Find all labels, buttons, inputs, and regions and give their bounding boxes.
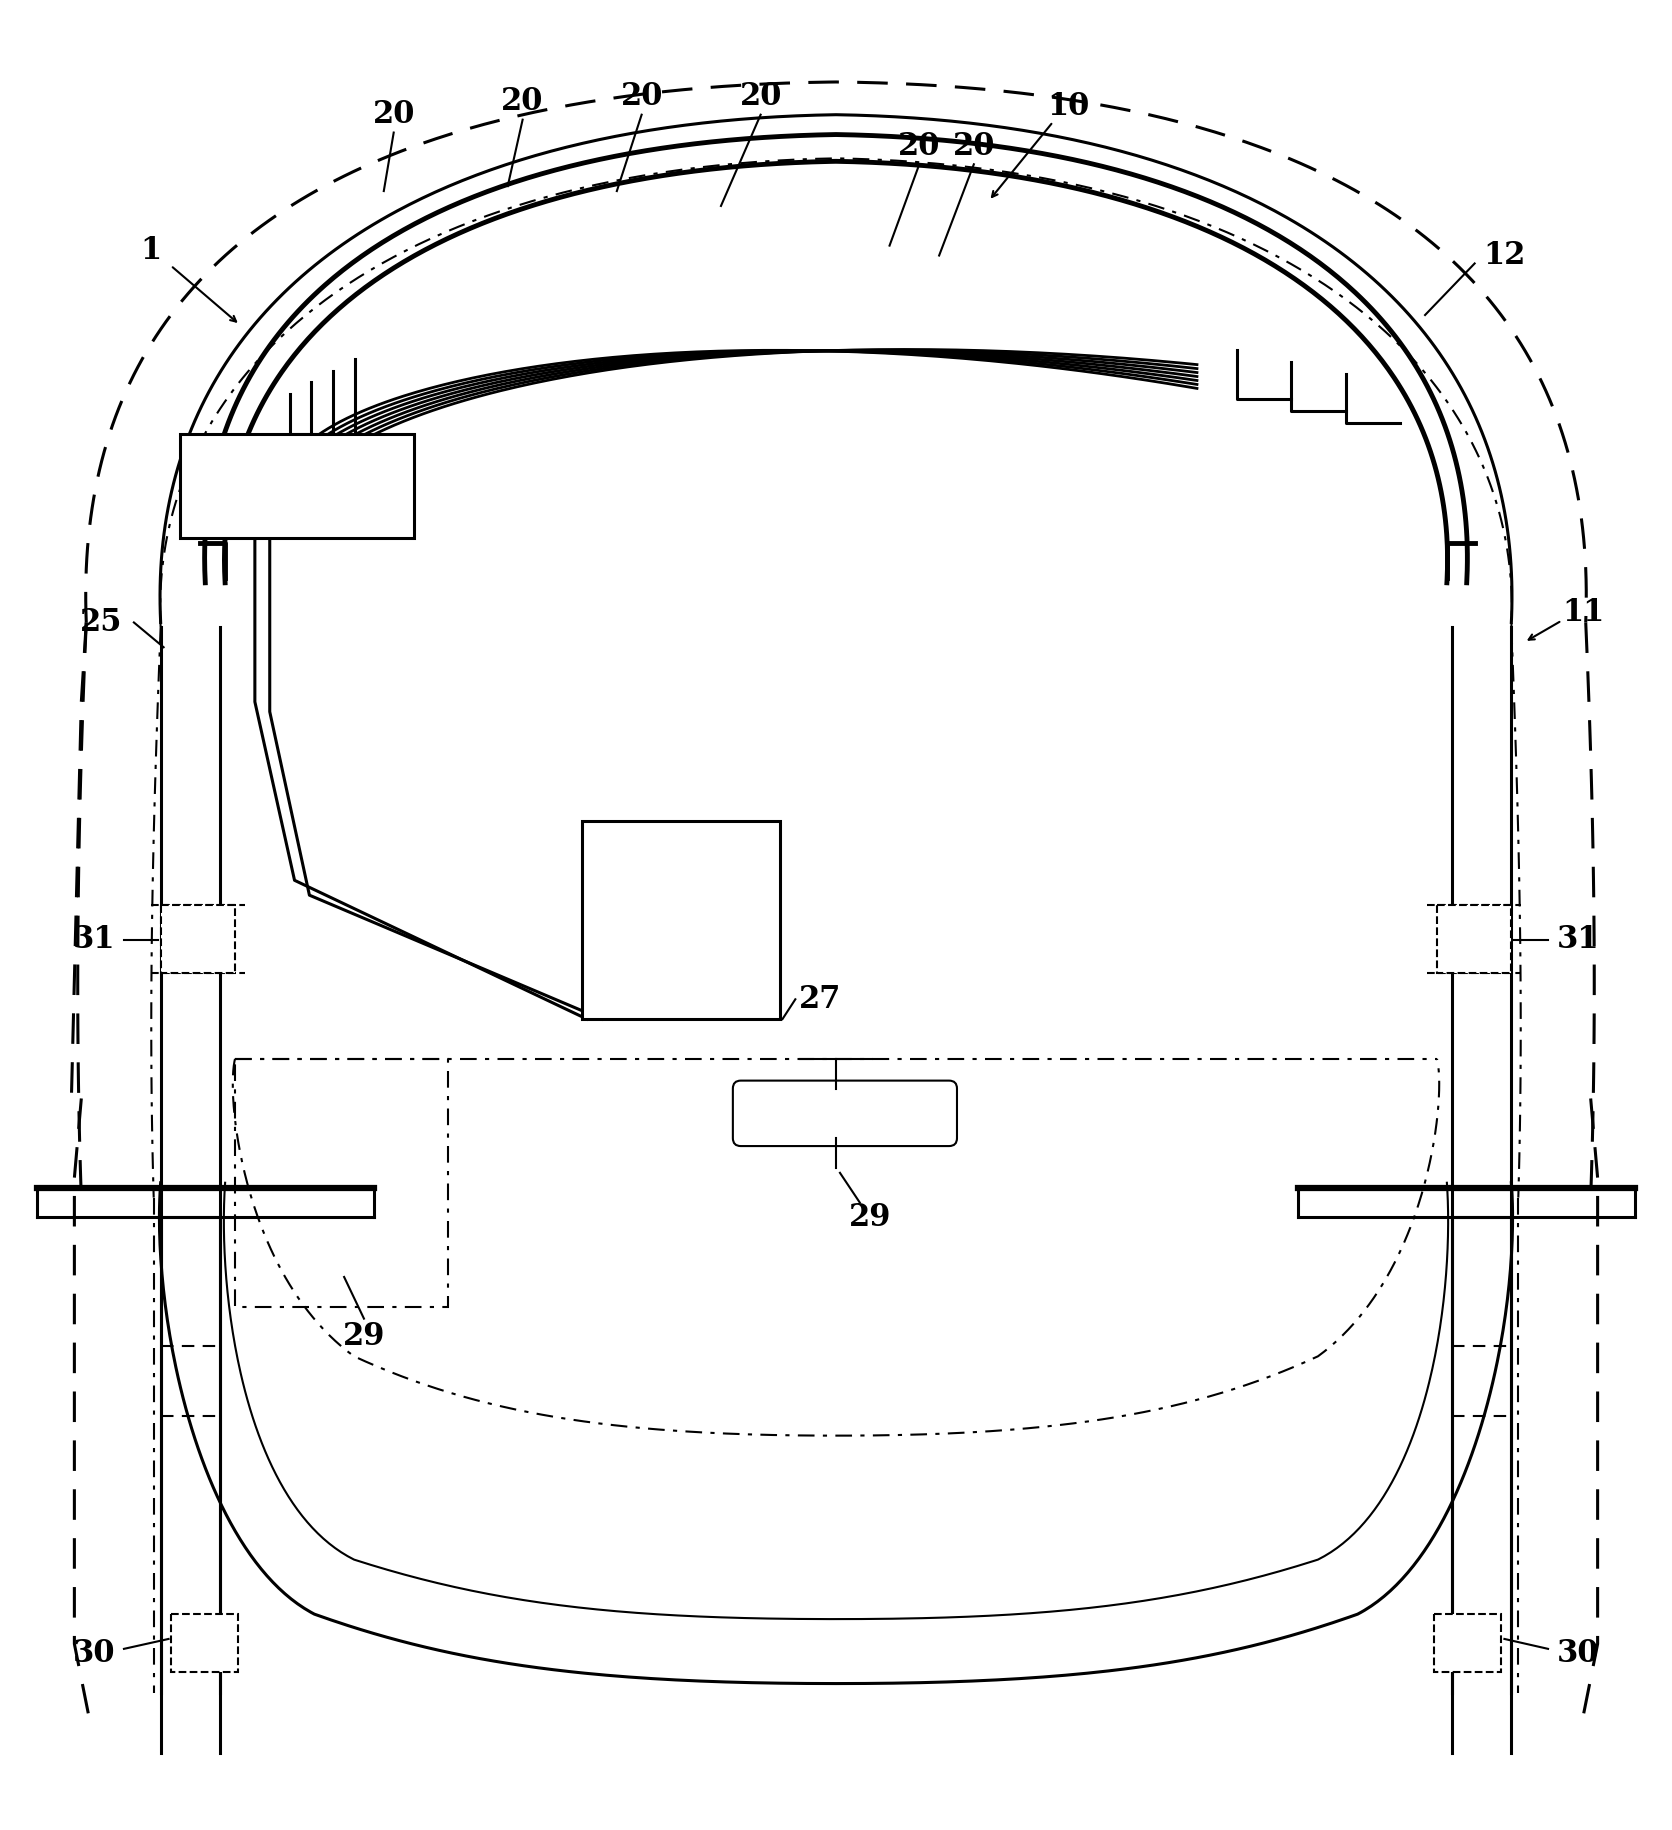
Text: 20: 20 [502, 86, 543, 117]
Text: 20: 20 [953, 132, 995, 161]
Text: 31: 31 [74, 924, 115, 955]
Text: 1: 1 [140, 234, 161, 265]
Text: 11: 11 [1563, 597, 1605, 628]
Text: 31: 31 [1557, 924, 1598, 955]
Bar [171, 1614, 237, 1671]
Text: 10: 10 [1047, 92, 1088, 123]
Bar [582, 822, 781, 1019]
Text: 29: 29 [343, 1321, 385, 1352]
Text: 12: 12 [1483, 240, 1525, 271]
Bar [1435, 1614, 1501, 1671]
Text: 30: 30 [74, 1638, 115, 1669]
Text: 30: 30 [1557, 1638, 1598, 1669]
Text: 20: 20 [373, 99, 415, 130]
Bar [1436, 906, 1511, 972]
Text: 20: 20 [898, 132, 940, 161]
FancyBboxPatch shape [732, 1080, 956, 1146]
Bar [161, 906, 236, 972]
Bar [181, 434, 413, 538]
Text: 27: 27 [799, 985, 841, 1016]
Bar [236, 1060, 448, 1307]
Text: 20: 20 [620, 81, 662, 112]
Text: 25: 25 [80, 608, 122, 639]
Text: 29: 29 [848, 1202, 891, 1233]
Text: 20: 20 [739, 81, 782, 112]
